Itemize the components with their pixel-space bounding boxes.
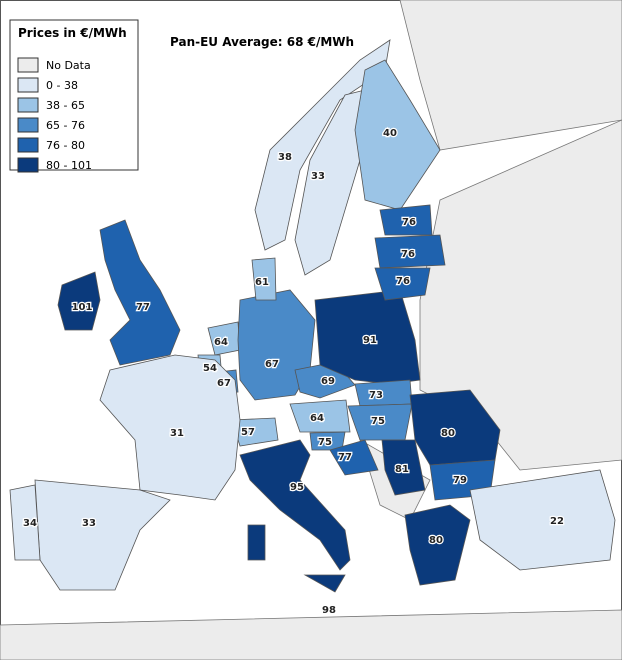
price-label: 33: [82, 518, 96, 529]
price-label: 73: [369, 390, 383, 401]
price-label: 81: [395, 464, 409, 475]
price-label: 34: [23, 518, 37, 529]
legend-label: 0 - 38: [46, 79, 78, 92]
legend-label: 65 - 76: [46, 119, 85, 132]
price-label: 76: [401, 249, 415, 260]
country: [404, 504, 471, 586]
country: [251, 257, 277, 301]
legend-swatch: [17, 157, 39, 173]
country: [303, 574, 346, 593]
price-label: 101: [72, 302, 93, 313]
price-label: 40: [383, 128, 397, 139]
price-label: 64: [214, 337, 228, 348]
price-label: 64: [310, 413, 324, 424]
price-label: 31: [170, 428, 184, 439]
price-label: 54: [203, 363, 217, 374]
average-text: Pan-EU Average: 68 €/MWh: [170, 35, 354, 49]
legend-swatch: [17, 97, 39, 113]
legend-label: No Data: [46, 59, 91, 72]
region-labels: 101 7764546767699173756457757781807980959…: [22, 127, 565, 618]
price-label: 95: [290, 482, 304, 493]
price-label: 75: [318, 437, 332, 448]
price-label: 80: [441, 428, 455, 439]
country: [329, 439, 379, 476]
legend-label: 76 - 80: [46, 139, 85, 152]
country: [239, 439, 351, 571]
price-label: 77: [338, 452, 352, 463]
country: [381, 439, 426, 496]
price-label: 38: [278, 152, 292, 163]
price-label: 67: [217, 378, 231, 389]
price-label: 22: [550, 516, 564, 527]
legend-swatch: [17, 117, 39, 133]
price-label: 76: [396, 276, 410, 287]
price-label: 61: [255, 277, 269, 288]
regions: [9, 39, 616, 593]
price-label: 67: [265, 359, 279, 370]
legend-label: 38 - 65: [46, 99, 85, 112]
price-label: 91: [363, 335, 377, 346]
land-east: [419, 119, 622, 471]
price-label: 69: [321, 376, 335, 387]
country: [9, 484, 41, 561]
country: [57, 271, 101, 331]
price-label: 79: [453, 475, 467, 486]
price-label: 77: [136, 302, 150, 313]
country: [34, 479, 171, 591]
country: [354, 59, 441, 211]
price-label: 98: [322, 605, 336, 616]
legend-swatch: [17, 57, 39, 73]
land-russia-north: [399, 0, 622, 151]
country: [469, 469, 616, 571]
legend-swatch: [17, 137, 39, 153]
legend-title: Prices in €/MWh: [18, 26, 127, 40]
price-label: 75: [371, 416, 385, 427]
land-africa: [0, 609, 622, 660]
price-label: 57: [241, 427, 255, 438]
price-label: 33: [311, 171, 325, 182]
country: [99, 219, 181, 366]
country: [374, 267, 431, 301]
legend: No Data 0 - 38 38 - 65 65 - 76 76 - 80 80 - 1…: [17, 57, 92, 173]
legend-label: 80 - 101: [46, 159, 92, 172]
price-label: 80: [429, 535, 443, 546]
country: [99, 354, 241, 501]
country: [374, 234, 446, 269]
price-label: 76: [402, 217, 416, 228]
country: [289, 399, 351, 433]
legend-swatch: [17, 77, 39, 93]
country: [354, 379, 413, 407]
